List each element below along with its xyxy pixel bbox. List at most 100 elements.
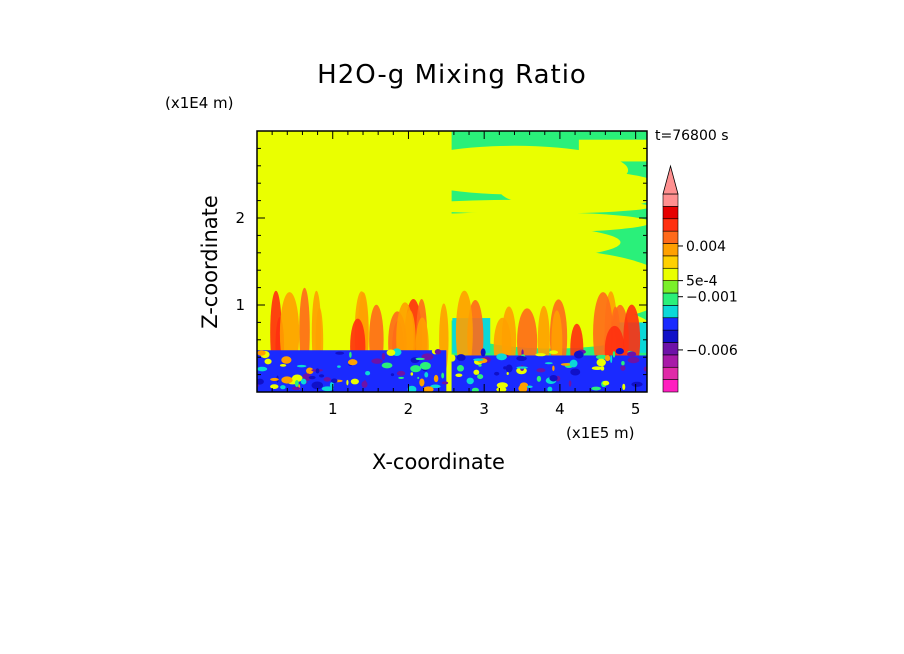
colorbar-swatch-6 [662, 305, 679, 319]
speckle-96 [456, 354, 466, 361]
speckle-36 [292, 386, 301, 391]
x-tick-label-4: 5 [631, 400, 641, 418]
speckle-24 [596, 358, 606, 367]
speckle-47 [536, 368, 546, 373]
speckle-136 [386, 349, 396, 356]
band-top [578, 139, 647, 162]
speckle-0 [419, 378, 425, 387]
colorbar-swatch-2 [662, 354, 679, 368]
speckle-124 [270, 377, 279, 381]
colorbar-swatch-10 [662, 255, 679, 269]
speckle-86 [473, 358, 484, 361]
mixing-ratio-field [257, 131, 647, 392]
x-tick-label-1: 2 [404, 400, 414, 418]
speckle-125 [600, 366, 605, 371]
speckle-28 [424, 372, 429, 378]
speckle-14 [631, 381, 643, 387]
x-tick-label-2: 3 [479, 400, 489, 418]
x-tick-label-3: 4 [555, 400, 565, 418]
speckle-29 [604, 355, 611, 362]
speckle-85 [331, 378, 338, 384]
speckle-83 [423, 386, 434, 392]
speckle-78 [466, 377, 474, 385]
speckle-122 [414, 357, 425, 361]
speckle-120 [526, 385, 533, 389]
timestamp-label: t=76800 s [655, 128, 729, 144]
speckle-2 [306, 367, 314, 375]
speckle-101 [434, 349, 442, 355]
speckle-132 [496, 382, 508, 389]
speckle-40 [449, 354, 456, 362]
x-tick-label-0: 1 [328, 400, 338, 418]
speckle-70 [390, 373, 395, 377]
speckle-16 [505, 364, 513, 373]
speckle-15 [337, 365, 341, 368]
speckle-134 [361, 381, 368, 388]
speckle-5 [547, 386, 553, 392]
speckle-84 [371, 358, 383, 364]
speckle-116 [544, 362, 553, 365]
speckle-103 [643, 366, 647, 372]
speckle-77 [291, 374, 303, 382]
colorbar-swatch-15 [662, 193, 679, 207]
speckle-3 [441, 381, 449, 385]
speckle-71 [441, 372, 445, 379]
colorbar-label-2: −0.001 [686, 290, 738, 306]
colorbar-swatch-14 [662, 206, 679, 220]
band-2 [408, 199, 647, 214]
speckle-133 [621, 361, 625, 366]
speckle-59 [549, 350, 559, 355]
speckle-64 [473, 369, 480, 375]
speckle-114 [627, 351, 637, 357]
colorbar-swatch-9 [662, 267, 679, 281]
speckle-46 [270, 384, 279, 390]
speckle-60 [381, 352, 386, 360]
speckle-88 [396, 370, 406, 376]
speckle-37 [350, 378, 359, 385]
colorbar-swatch-11 [662, 243, 679, 257]
speckle-27 [591, 366, 603, 371]
speckle-38 [349, 351, 352, 358]
speckle-118 [257, 350, 266, 356]
speckle-123 [478, 364, 482, 367]
chart-title: H2O-g Mixing Ratio [317, 60, 587, 90]
speckle-49 [568, 380, 572, 387]
speckle-69 [381, 362, 393, 369]
speckle-68 [503, 366, 507, 370]
plume-5 [455, 290, 473, 375]
colorbar-arrow [662, 164, 679, 195]
speckle-117 [552, 365, 555, 371]
speckle-61 [570, 368, 581, 376]
speckle-119 [612, 351, 616, 358]
speckle-13 [410, 372, 414, 376]
speckle-110 [347, 359, 358, 366]
speckle-76 [480, 348, 486, 357]
speckle-87 [494, 371, 500, 376]
speckle-65 [455, 373, 463, 377]
speckle-43 [281, 376, 293, 384]
speckle-112 [410, 365, 422, 373]
speckle-115 [602, 380, 610, 386]
speckle-6 [536, 375, 542, 382]
speckle-137 [410, 357, 417, 363]
colorbar-swatch-4 [662, 329, 679, 343]
speckle-42 [311, 381, 324, 390]
speckle-32 [335, 351, 345, 355]
speckle-72 [430, 384, 441, 389]
colorbar-swatch-8 [662, 280, 679, 294]
speckle-126 [365, 371, 371, 376]
speckle-17 [417, 376, 420, 379]
speckle-7 [281, 356, 292, 364]
speckle-102 [294, 380, 299, 388]
speckle-20 [477, 374, 484, 380]
speckle-31 [407, 385, 417, 392]
colorbar-swatch-0 [662, 379, 679, 393]
speckle-104 [257, 366, 268, 372]
speckle-4 [456, 365, 465, 372]
speckle-130 [318, 374, 325, 378]
colorbar: 0.004 5e-4−0.001 −0.006 [662, 164, 738, 393]
speckle-121 [398, 376, 405, 379]
colorbar-swatch-3 [662, 342, 679, 356]
speckle-93 [549, 374, 558, 382]
speckle-111 [323, 377, 332, 382]
